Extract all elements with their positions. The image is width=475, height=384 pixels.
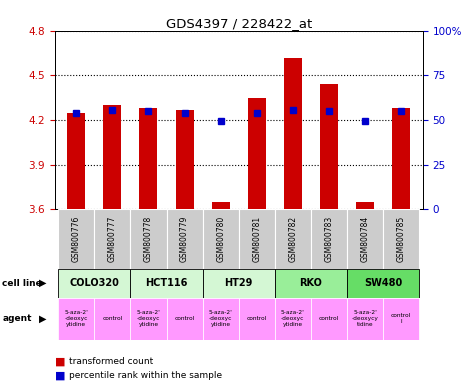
Text: ▶: ▶ — [39, 278, 47, 288]
Bar — [383, 209, 419, 269]
Text: 5-aza-2'
-deoxyc
ytidine: 5-aza-2' -deoxyc ytidine — [136, 310, 161, 327]
Bar — [383, 298, 419, 340]
Text: GSM800777: GSM800777 — [108, 216, 117, 262]
Text: GSM800776: GSM800776 — [72, 216, 81, 262]
Text: control: control — [102, 316, 123, 321]
Text: HT29: HT29 — [225, 278, 253, 288]
Bar — [95, 209, 131, 269]
Bar — [58, 298, 95, 340]
Bar — [58, 209, 95, 269]
Text: control: control — [247, 316, 267, 321]
Bar — [247, 98, 266, 209]
Bar — [347, 269, 419, 298]
Text: SW480: SW480 — [364, 278, 402, 288]
Text: GSM800778: GSM800778 — [144, 216, 153, 262]
Text: GSM800785: GSM800785 — [397, 216, 406, 262]
Bar — [203, 269, 275, 298]
Bar — [284, 58, 302, 209]
Bar — [347, 209, 383, 269]
Bar — [140, 108, 158, 209]
Text: GSM800779: GSM800779 — [180, 216, 189, 262]
Bar — [311, 298, 347, 340]
Bar — [347, 298, 383, 340]
Bar — [176, 109, 194, 209]
Text: transformed count: transformed count — [69, 357, 153, 366]
Bar — [239, 298, 275, 340]
Text: GSM800780: GSM800780 — [216, 216, 225, 262]
Bar — [131, 298, 167, 340]
Text: cell line: cell line — [2, 279, 42, 288]
Bar — [104, 105, 122, 209]
Text: GSM800782: GSM800782 — [288, 216, 297, 262]
Text: HCT116: HCT116 — [145, 278, 188, 288]
Title: GDS4397 / 228422_at: GDS4397 / 228422_at — [166, 17, 312, 30]
Bar — [212, 202, 230, 209]
Bar — [275, 269, 347, 298]
Bar — [239, 209, 275, 269]
Bar — [275, 209, 311, 269]
Text: control: control — [174, 316, 195, 321]
Text: 5-aza-2'
-deoxyc
ytidine: 5-aza-2' -deoxyc ytidine — [281, 310, 305, 327]
Bar — [311, 209, 347, 269]
Text: GSM800783: GSM800783 — [324, 216, 333, 262]
Text: COLO320: COLO320 — [69, 278, 119, 288]
Text: ■: ■ — [55, 371, 65, 381]
Text: RKO: RKO — [299, 278, 323, 288]
Bar — [131, 209, 167, 269]
Bar — [167, 298, 203, 340]
Bar — [167, 209, 203, 269]
Text: GSM800784: GSM800784 — [361, 216, 370, 262]
Text: control: control — [319, 316, 339, 321]
Text: agent: agent — [2, 314, 32, 323]
Bar — [58, 269, 131, 298]
Text: percentile rank within the sample: percentile rank within the sample — [69, 371, 222, 380]
Bar — [67, 113, 86, 209]
Bar — [392, 108, 410, 209]
Text: GSM800781: GSM800781 — [252, 216, 261, 262]
Bar — [95, 298, 131, 340]
Text: ▶: ▶ — [39, 314, 47, 324]
Bar — [356, 202, 374, 209]
Text: 5-aza-2'
-deoxyc
ytidine: 5-aza-2' -deoxyc ytidine — [209, 310, 233, 327]
Text: ■: ■ — [55, 357, 65, 367]
Text: control
l: control l — [391, 313, 411, 324]
Bar — [203, 298, 239, 340]
Bar — [275, 298, 311, 340]
Text: 5-aza-2'
-deoxyc
ytidine: 5-aza-2' -deoxyc ytidine — [64, 310, 88, 327]
Text: 5-aza-2'
-deoxycy
tidine: 5-aza-2' -deoxycy tidine — [352, 310, 379, 327]
Bar — [320, 84, 338, 209]
Bar — [203, 209, 239, 269]
Bar — [131, 269, 203, 298]
